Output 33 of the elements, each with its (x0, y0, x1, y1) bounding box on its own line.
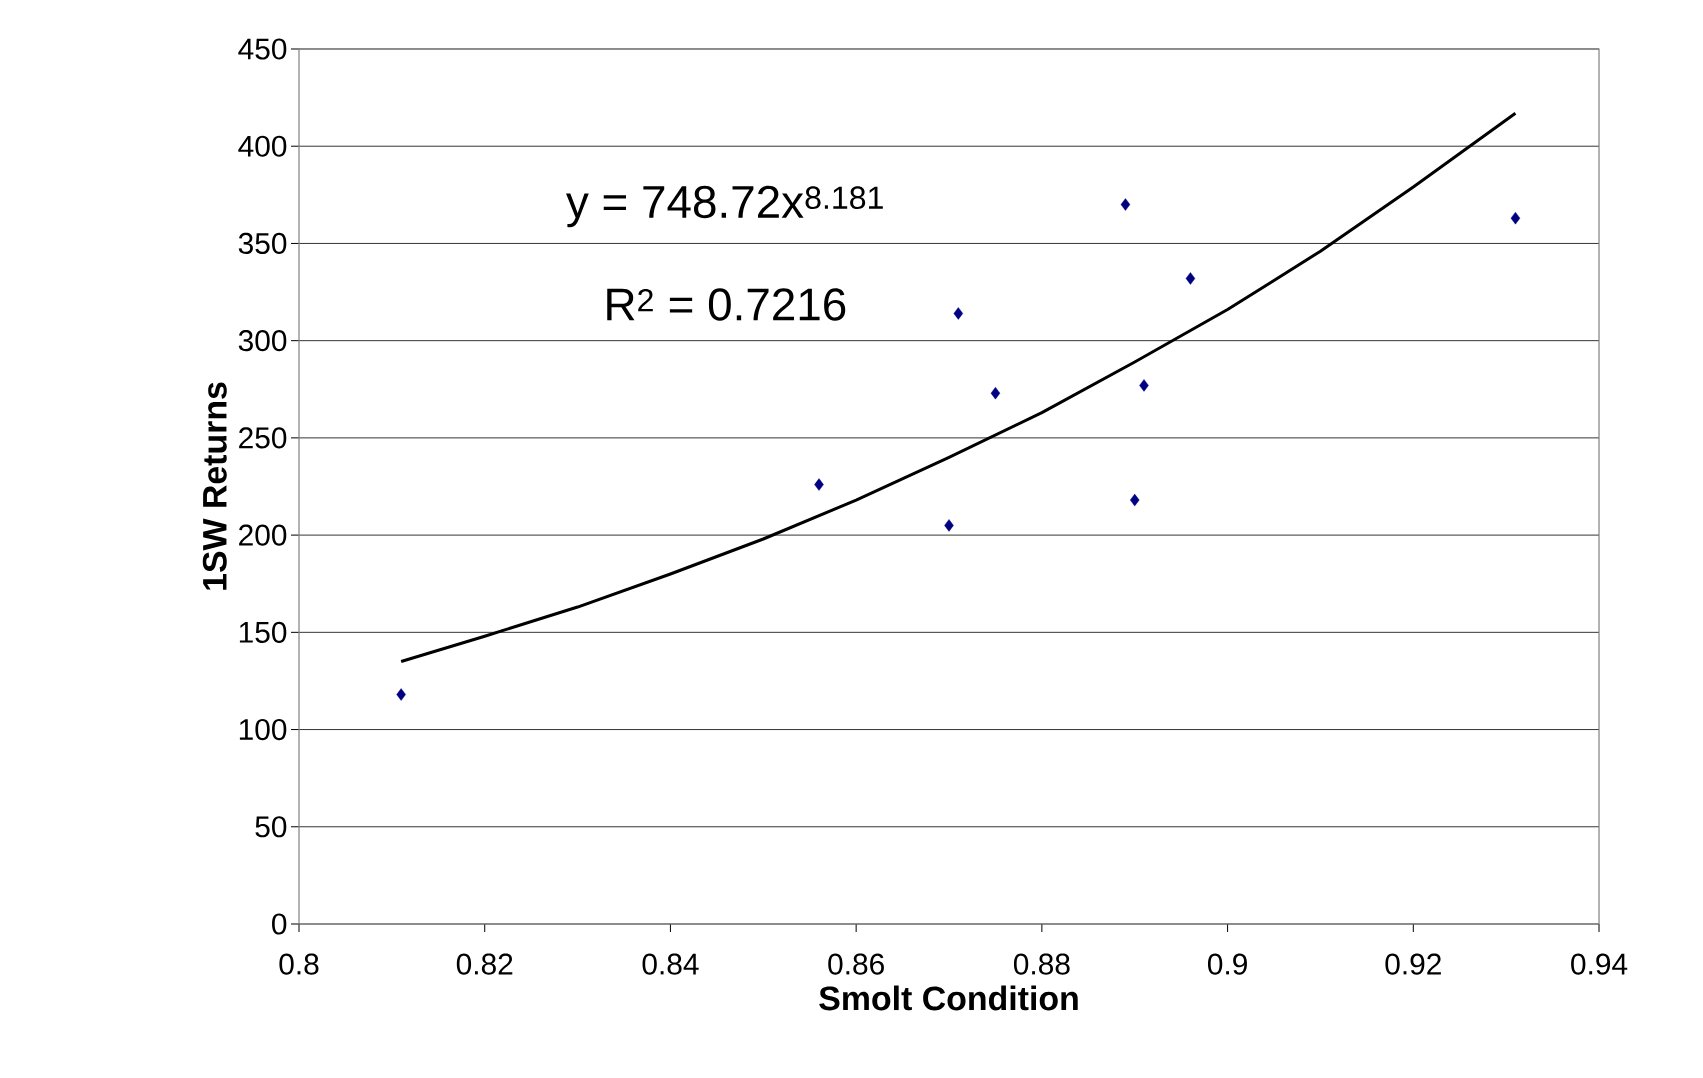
point (1120, 198, 1131, 211)
x-tick-label: 0.8 (279, 953, 319, 975)
y-tick-label: 100 (239, 718, 287, 741)
point (1139, 379, 1149, 392)
point (814, 478, 824, 491)
point (953, 307, 963, 320)
x-tick-label: 0.86 (828, 953, 884, 975)
point (990, 386, 1001, 400)
y-tick-label: 150 (239, 621, 287, 643)
x-tick-label: 0.82 (456, 953, 513, 975)
point (396, 688, 406, 701)
point (944, 519, 954, 532)
x-tick-label: 0.88 (1013, 953, 1070, 975)
x-tick-label: 0.92 (1385, 953, 1441, 975)
x-axis-title: Smolt Condition (819, 985, 1078, 1011)
x-tick-label: 0.9 (1207, 953, 1247, 975)
y-tick-label: 450 (238, 38, 287, 60)
y-axis-title: 1SW Returns (202, 382, 227, 590)
y-tick-label: 400 (238, 135, 287, 157)
point (1130, 493, 1140, 507)
y-tick-label: 300 (238, 330, 287, 352)
annotation: R$^{2}$ = 0.7216 (607, 288, 846, 321)
y-tick-label: 50 (255, 816, 287, 838)
y-tick-label: 350 (238, 232, 287, 255)
line-series (399, 111, 1517, 663)
point (1185, 272, 1196, 285)
x-tick-label: 0.94 (1571, 953, 1628, 975)
y-tick-label: 200 (239, 524, 287, 546)
x-tick-label: 0.84 (642, 953, 699, 975)
y-tick-label: 250 (239, 427, 287, 449)
point (1510, 211, 1521, 225)
y-tick-label: 0 (272, 913, 287, 935)
annotation: y = 748.72x$^{8.181}$ (566, 185, 883, 228)
